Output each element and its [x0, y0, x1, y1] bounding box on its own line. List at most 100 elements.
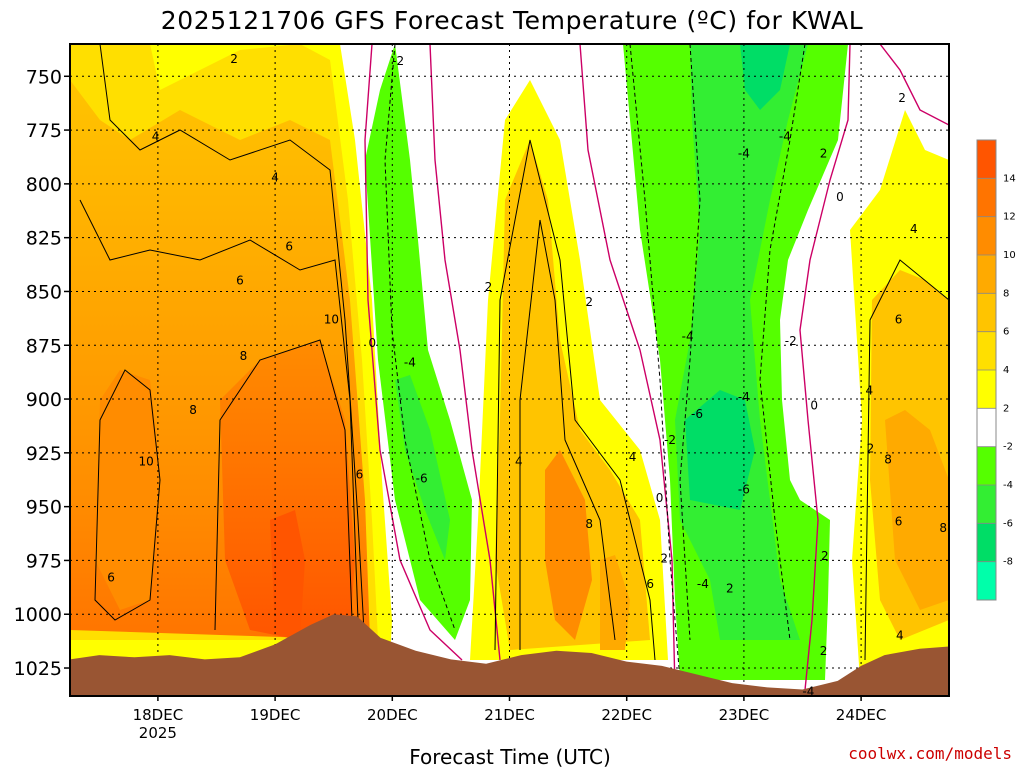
contour-label: 10 — [139, 454, 154, 468]
contour-label: 4 — [152, 130, 160, 144]
warm-band-1-hot-center — [220, 340, 355, 640]
colorbar-swatch — [977, 140, 996, 179]
contour-label: -2 — [664, 433, 676, 447]
colorbar-label: -4 — [1003, 480, 1013, 491]
contour-label: 6 — [646, 577, 654, 591]
contour-labels: 2 -2 4 4 6 6 10 8 8 10 6 6 0 -4 -6 2 2 4 8 6 4 0 -2 2 -4 -4 -4 2 0 -6… — [107, 52, 947, 696]
source-credit[interactable]: coolwx.com/models — [848, 744, 1012, 763]
contour-label: 6 — [895, 515, 903, 529]
gridlines — [70, 44, 949, 696]
contour-label: -4 — [738, 390, 750, 404]
zero-contour-5 — [879, 44, 949, 126]
y-tick-label: 900 — [26, 389, 62, 411]
y-tick-label: 825 — [26, 228, 62, 250]
contour-label: 4 — [515, 454, 523, 468]
warm-contour-d — [214, 339, 353, 631]
zero-contour-4 — [799, 44, 851, 691]
y-tick-label: 1025 — [14, 658, 62, 680]
cold-contour-d — [759, 44, 806, 641]
colorbar-label: -8 — [1003, 557, 1013, 568]
y-tick-label: 925 — [26, 443, 62, 465]
zero-contour-1 — [364, 44, 463, 661]
warm-band-1-core — [270, 510, 305, 640]
contour-label: 6 — [107, 571, 115, 585]
contour-label: 6 — [285, 239, 293, 253]
warm-band-2-core — [545, 450, 592, 640]
y-axis: 750 775 800 825 850 875 900 925 950 975 1000 1025 — [14, 66, 70, 680]
contour-label: -6 — [691, 407, 703, 421]
colorbar: 14 12 10 8 6 4 2 -2 -4 -6 -8 — [976, 139, 1016, 601]
contour-label: 4 — [629, 450, 637, 464]
contour-label: -4 — [404, 355, 416, 369]
cold-contour-c — [679, 44, 701, 641]
contour-label: 4 — [896, 629, 904, 643]
contour-label: 6 — [236, 274, 244, 288]
colorbar-label: 6 — [1003, 327, 1009, 338]
colorbar-label: 2 — [1003, 403, 1009, 414]
contour-label: 4 — [271, 170, 279, 184]
contour-label: 8 — [939, 521, 947, 535]
y-tick-label: 975 — [26, 550, 62, 572]
contour-label: -4 — [779, 130, 791, 144]
contour-label: 2 — [821, 549, 829, 563]
contour-label: 10 — [324, 312, 339, 326]
colorbar-swatch — [977, 293, 996, 333]
colorbar-swatch — [977, 370, 996, 409]
contour-label: -4 — [738, 147, 750, 161]
y-tick-label: 950 — [26, 497, 62, 519]
colorbar-label: 14 — [1003, 173, 1016, 184]
zero-contour-3 — [579, 44, 676, 691]
contour-label: 2 — [585, 295, 593, 309]
colorbar-label: -2 — [1003, 442, 1013, 453]
warm-contour-f — [519, 219, 616, 650]
warm-contour-b — [79, 199, 359, 621]
contour-label: 2 — [867, 442, 875, 456]
warm-band-1-hot-left — [95, 370, 160, 610]
warm-contour-c — [94, 369, 161, 621]
x-tick-label: 21DEC — [484, 706, 535, 724]
x-tick-label: 24DEC — [836, 706, 887, 724]
contour-label: 8 — [189, 403, 197, 417]
contour-label: 2 — [230, 52, 238, 66]
colorbar-label: 8 — [1003, 288, 1009, 299]
cold-band-1 — [365, 44, 472, 640]
x-tick-label: 22DEC — [601, 706, 652, 724]
y-tick-label: 750 — [26, 66, 62, 88]
y-tick-label: 775 — [26, 120, 62, 142]
cold-contour-a — [384, 44, 456, 631]
colorbar-swatch — [977, 216, 996, 256]
warm-band-2-orange — [495, 140, 650, 650]
y-tick-label: 875 — [26, 335, 62, 357]
contour-label: -2 — [785, 334, 797, 348]
x-tick-label: 18DEC — [133, 706, 184, 724]
colorbar-swatch — [977, 485, 996, 524]
warm-contour-g — [864, 259, 949, 661]
contour-label: 6 — [895, 312, 903, 326]
y-tick-label: 800 — [26, 174, 62, 196]
colorbar-swatch — [977, 446, 996, 486]
contour-label: -6 — [738, 482, 750, 496]
terrain-layer — [70, 614, 949, 696]
contour-label: 4 — [910, 222, 918, 236]
warm-contour-a — [99, 44, 366, 651]
contour-label: 8 — [884, 452, 892, 466]
colorbar-swatch — [977, 561, 996, 601]
terrain — [70, 614, 949, 696]
contour-label: 6 — [356, 467, 364, 481]
chart-title: 2025121706 GFS Forecast Temperature (ºC)… — [161, 6, 863, 35]
colorbar-swatch — [977, 178, 996, 218]
colorbar-swatch — [977, 408, 996, 448]
contour-label: 4 — [865, 383, 873, 397]
contour-label: 2 — [485, 280, 493, 294]
contour-label: 0 — [369, 336, 377, 350]
warm-contour-e — [494, 139, 656, 661]
contour-label: 2 — [726, 581, 734, 595]
colorbar-swatch — [977, 523, 996, 563]
colorbar-label: 4 — [1003, 365, 1009, 376]
y-tick-label: 1000 — [14, 604, 62, 626]
cold-contour-b — [629, 44, 681, 681]
contour-label: 8 — [240, 349, 248, 363]
x-tick-label: 19DEC — [250, 706, 301, 724]
colorbar-label: 10 — [1003, 250, 1016, 261]
